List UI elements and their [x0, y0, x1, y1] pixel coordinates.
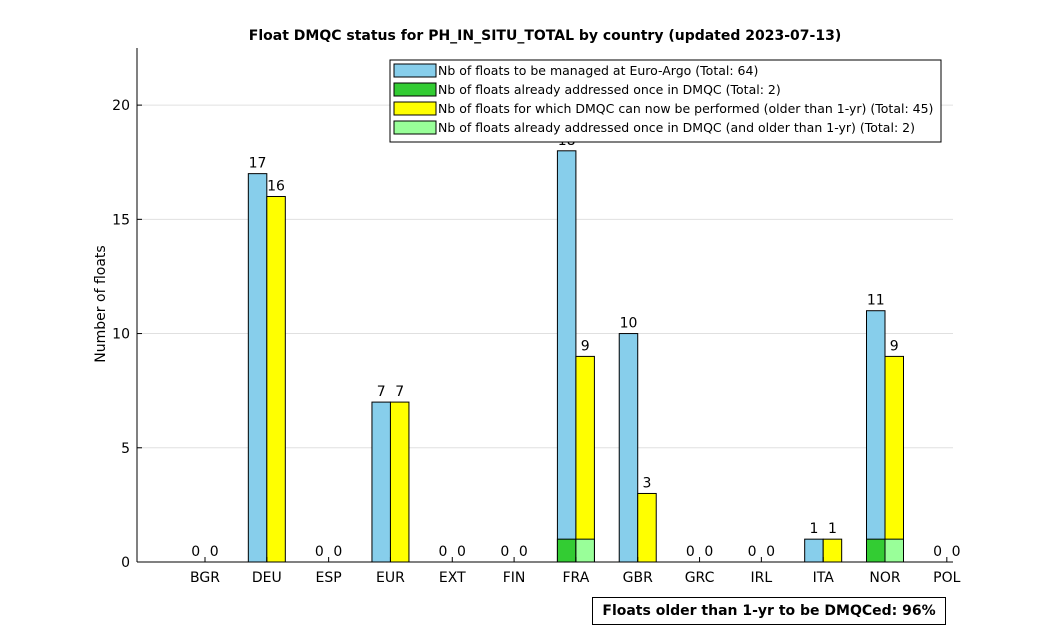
bar-older-ita: [822, 538, 843, 563]
label-older-irl: 0: [766, 544, 775, 560]
y-tick-label: 5: [121, 441, 130, 457]
bar-older-gbr: [637, 492, 657, 563]
x-tick-label-gbr: GBR: [623, 570, 653, 586]
y-tick-label: 0: [121, 555, 130, 571]
label-older-deu: 16: [267, 178, 285, 194]
x-tick-label-bgr: BGR: [190, 570, 220, 586]
bar-total-nor: [866, 310, 886, 563]
dmqc-percentage-text: Floats older than 1-yr to be DMQCed: 96%: [602, 603, 936, 619]
label-total-pol: 0: [933, 544, 942, 560]
x-tick-label-ext: EXT: [439, 570, 466, 586]
bar-older-fra: [575, 355, 595, 563]
y-axis-label: Number of floats: [93, 245, 109, 362]
label-older-gbr: 3: [643, 475, 652, 491]
label-total-eur: 7: [377, 384, 386, 400]
label-older-nor: 9: [890, 338, 899, 354]
x-tick-label-esp: ESP: [316, 570, 342, 586]
bar-older-addressed-fra: [575, 538, 595, 563]
label-older-eur: 7: [395, 384, 404, 400]
label-older-ext: 0: [457, 544, 466, 560]
legend-entry: Nb of floats for which DMQC can now be p…: [438, 101, 933, 116]
bar-total-eur: [371, 401, 391, 563]
bars: [247, 150, 904, 563]
x-tick-label-deu: DEU: [252, 570, 282, 586]
x-tick-label-eur: EUR: [376, 570, 405, 586]
y-tick-label: 10: [112, 327, 130, 343]
label-total-fin: 0: [500, 544, 509, 560]
x-tick-label-nor: NOR: [869, 570, 900, 586]
label-older-esp: 0: [333, 544, 342, 560]
bar-older-eur: [389, 401, 410, 563]
bar-older-deu: [266, 195, 286, 563]
label-total-grc: 0: [686, 544, 695, 560]
label-older-pol: 0: [952, 544, 961, 560]
bar-total-fra: [556, 150, 577, 563]
legend-entry: Nb of floats already addressed once in D…: [438, 82, 781, 97]
legend-entry: Nb of floats to be managed at Euro-Argo …: [438, 63, 758, 78]
x-tick-label-fin: FIN: [503, 570, 526, 586]
bar-older-nor: [884, 355, 904, 563]
x-tick-label-irl: IRL: [751, 570, 773, 586]
label-older-bgr: 0: [210, 544, 219, 560]
label-total-gbr: 10: [620, 316, 638, 332]
bar-addressed-fra: [556, 538, 577, 563]
y-tick-label: 20: [112, 98, 130, 114]
legend-swatch: [393, 120, 437, 135]
label-total-deu: 17: [249, 156, 267, 172]
label-total-bgr: 0: [191, 544, 200, 560]
label-total-esp: 0: [315, 544, 324, 560]
label-total-ext: 0: [439, 544, 448, 560]
label-total-nor: 11: [867, 293, 885, 309]
y-tick-label: 15: [112, 212, 130, 228]
label-older-grc: 0: [704, 544, 713, 560]
legend: Nb of floats to be managed at Euro-Argo …: [389, 59, 942, 143]
bar-total-deu: [247, 173, 268, 563]
bar-older-addressed-nor: [884, 538, 904, 563]
legend-box: [389, 59, 942, 143]
legend-swatch: [393, 82, 437, 97]
x-tick-label-grc: GRC: [685, 570, 715, 586]
data-labels: 0017160077000018910300001111900: [191, 133, 960, 560]
label-older-fin: 0: [519, 544, 528, 560]
label-older-fra: 9: [581, 338, 590, 354]
x-tick-label-ita: ITA: [813, 570, 835, 586]
bar-total-ita: [804, 538, 824, 563]
label-total-ita: 1: [809, 521, 818, 537]
label-total-irl: 0: [748, 544, 757, 560]
legend-swatch: [393, 101, 437, 116]
legend-swatch: [393, 63, 437, 78]
bar-addressed-nor: [866, 538, 886, 563]
x-tick-label-fra: FRA: [563, 570, 590, 586]
bar-total-gbr: [618, 333, 639, 563]
dmqc-percentage-box: Floats older than 1-yr to be DMQCed: 96%: [592, 597, 946, 625]
label-older-ita: 1: [828, 521, 837, 537]
legend-entry: Nb of floats already addressed once in D…: [438, 120, 915, 135]
x-tick-label-pol: POL: [933, 570, 960, 586]
chart-title: Float DMQC status for PH_IN_SITU_TOTAL b…: [249, 28, 841, 44]
